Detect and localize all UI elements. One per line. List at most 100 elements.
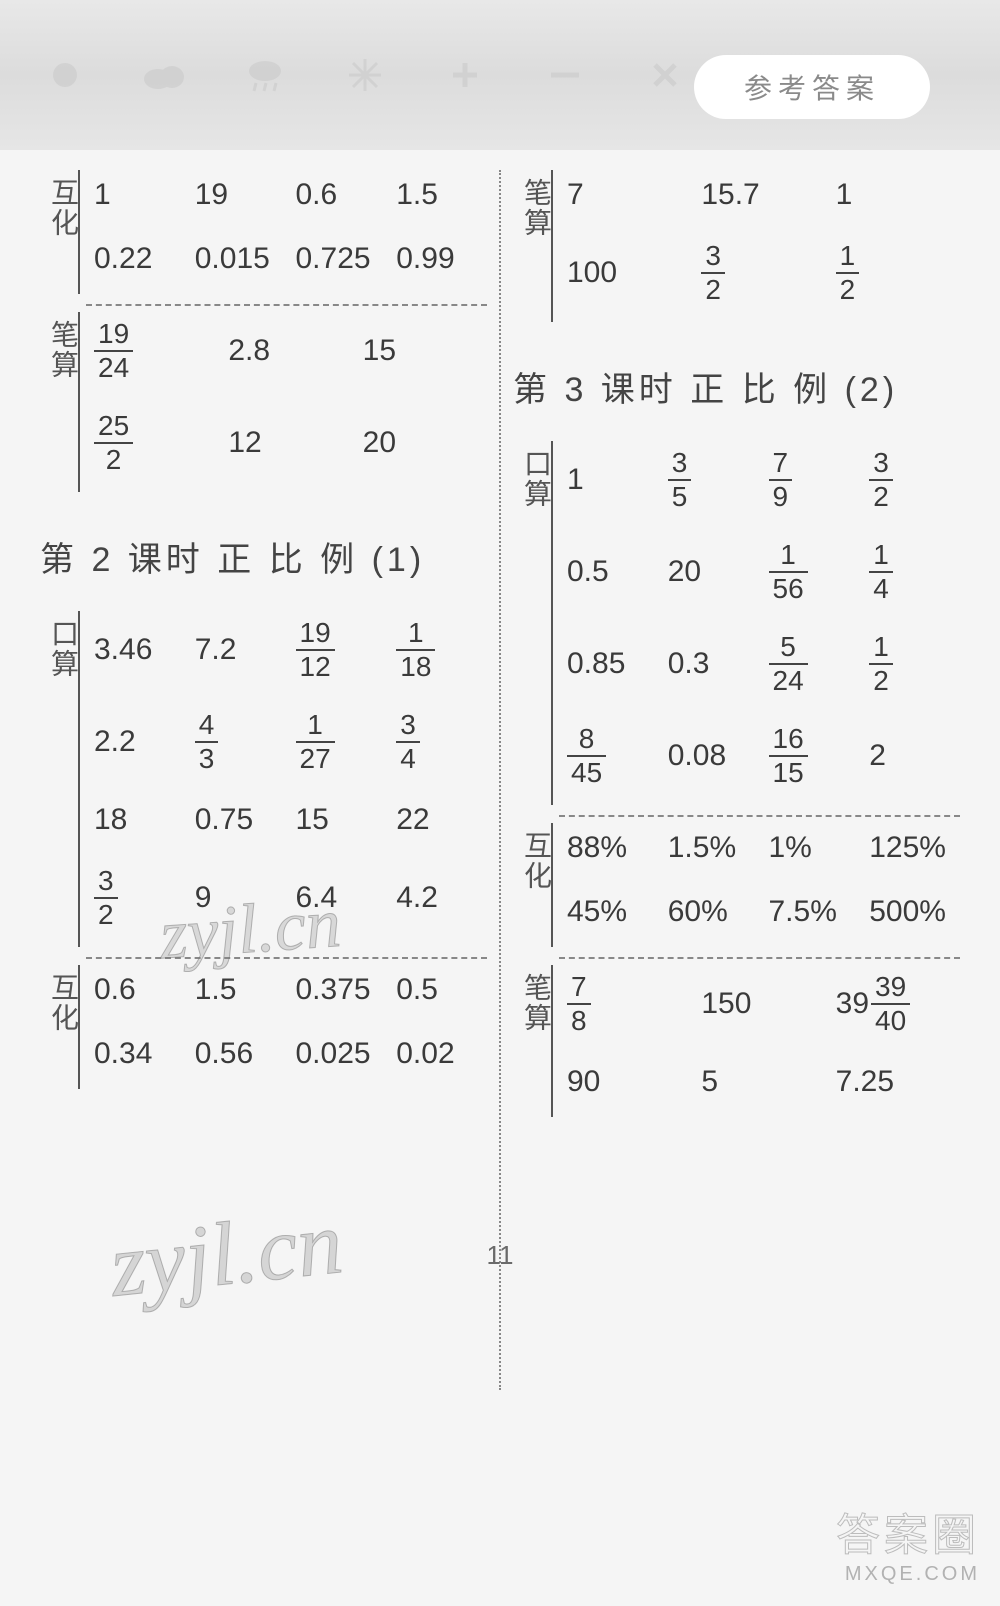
snowflake-icon [340, 55, 390, 95]
lesson2-kousuan-grid: 3.467.219121182.24312734180.7515223296.4… [88, 611, 487, 947]
lesson3-title: 第 3 课时 正 比 例 (2) [513, 362, 960, 411]
left-bisuan-cell: 12 [222, 426, 352, 460]
lesson3-kousuan: 口算13579320.520156140.850.3524128450.0816… [513, 441, 960, 805]
page-title: 参考答案 [744, 73, 880, 104]
lesson3-huhua-cell: 1.5% [662, 831, 759, 865]
left-huhua-grid: 1190.61.50.220.0150.7250.99 [88, 170, 487, 294]
lesson2-kousuan-cell: 118 [390, 619, 487, 681]
lesson3-kousuan-cell: 524 [763, 633, 860, 695]
lesson3-huhua: 互化88%1.5%1%125%45%60%7.5%500% [513, 823, 960, 947]
lesson2-kousuan-cell: 43 [189, 711, 286, 773]
lesson3-kousuan-cell: 0.5 [561, 555, 658, 589]
lesson3-bisuan: 笔算781503939409057.25 [513, 965, 960, 1117]
times-icon [640, 55, 690, 95]
page-header: 参考答案 [0, 0, 1000, 150]
lesson3-kousuan-cell: 1 [561, 463, 658, 497]
lesson3-kousuan-cell: 14 [863, 541, 960, 603]
lesson2-kousuan-cell: 6.4 [290, 881, 387, 915]
right-bisuan-label: 笔算 [513, 170, 551, 322]
left-huhua-cell: 0.015 [189, 242, 286, 276]
lesson3-huhua-cell: 7.5% [763, 895, 860, 929]
lesson3-kousuan-cell: 12 [863, 633, 960, 695]
left-bisuan-label: 笔算 [40, 312, 78, 492]
cloud-icon [140, 55, 190, 95]
left-huhua-cell: 0.725 [290, 242, 387, 276]
section-divider [559, 815, 960, 817]
left-bisuan-rule [78, 312, 80, 492]
left-bisuan-cell: 252 [88, 412, 218, 474]
lesson2-huhua-rule [78, 965, 80, 1089]
left-huhua-cell: 1.5 [390, 178, 487, 212]
left-bisuan-cell: 15 [357, 334, 487, 368]
section-divider [559, 957, 960, 959]
lesson2-huhua-cell: 0.375 [290, 973, 387, 1007]
lesson3-bisuan-label: 笔算 [513, 965, 551, 1117]
lesson2-kousuan-cell: 7.2 [189, 633, 286, 667]
right-column: 笔算715.711003212第 3 课时 正 比 例 (2)口算1357932… [503, 170, 970, 1490]
lesson3-bisuan-rule [551, 965, 553, 1117]
page-number: 11 [487, 1240, 514, 1271]
lesson2-huhua-label: 互化 [40, 965, 78, 1089]
header-weather-icons [40, 55, 690, 95]
lesson3-kousuan-cell: 0.85 [561, 647, 658, 681]
section-divider [86, 304, 487, 306]
right-bisuan-cell: 15.7 [695, 178, 825, 212]
corner-watermark-big: 答案圈 [836, 1499, 980, 1563]
lesson2-kousuan-cell: 4.2 [390, 881, 487, 915]
lesson3-huhua-cell: 1% [763, 831, 860, 865]
right-bisuan-cell: 32 [695, 242, 825, 304]
lesson3-kousuan-cell: 845 [561, 725, 658, 787]
lesson3-huhua-cell: 45% [561, 895, 658, 929]
corner-watermark: 答案圈 MXQE.COM [836, 1499, 980, 1586]
lesson2-huhua-cell: 1.5 [189, 973, 286, 1007]
lesson3-huhua-cell: 500% [863, 895, 960, 929]
lesson2-kousuan-cell: 15 [290, 803, 387, 837]
lesson3-kousuan-cell: 2 [863, 739, 960, 773]
left-bisuan: 笔算19242.8152521220 [40, 312, 487, 492]
lesson3-bisuan-cell: 5 [695, 1065, 825, 1099]
lesson3-kousuan-cell: 35 [662, 449, 759, 511]
lesson2-title: 第 2 课时 正 比 例 (1) [40, 532, 487, 581]
corner-watermark-small: MXQE.COM [836, 1563, 980, 1586]
lesson3-huhua-cell: 125% [863, 831, 960, 865]
lesson3-bisuan-cell: 90 [561, 1065, 691, 1099]
lesson3-kousuan-grid: 13579320.520156140.850.3524128450.081615… [561, 441, 960, 805]
lesson3-bisuan-grid: 781503939409057.25 [561, 965, 960, 1117]
right-bisuan-cell: 12 [830, 242, 960, 304]
right-bisuan-cell: 7 [561, 178, 691, 212]
minus-icon [540, 55, 590, 95]
plus-icon [440, 55, 490, 95]
right-bisuan-cell: 100 [561, 256, 691, 290]
left-column: 互化1190.61.50.220.0150.7250.99笔算19242.815… [30, 170, 497, 1490]
lesson2-kousuan-cell: 22 [390, 803, 487, 837]
lesson3-bisuan-cell: 393940 [830, 973, 960, 1035]
lesson3-kousuan-cell: 32 [863, 449, 960, 511]
section-divider [86, 957, 487, 959]
left-huhua-rule [78, 170, 80, 294]
lesson2-kousuan: 口算3.467.219121182.24312734180.7515223296… [40, 611, 487, 947]
lesson3-kousuan-label: 口算 [513, 441, 551, 805]
main-content: 互化1190.61.50.220.0150.7250.99笔算19242.815… [0, 150, 1000, 1490]
right-bisuan-cell: 1 [830, 178, 960, 212]
left-huhua-cell: 0.22 [88, 242, 185, 276]
left-huhua: 互化1190.61.50.220.0150.7250.99 [40, 170, 487, 294]
lesson2-huhua-cell: 0.02 [390, 1037, 487, 1071]
lesson2-kousuan-cell: 2.2 [88, 725, 185, 759]
lesson2-kousuan-cell: 0.75 [189, 803, 286, 837]
lesson2-kousuan-label: 口算 [40, 611, 78, 947]
lesson3-kousuan-cell: 79 [763, 449, 860, 511]
left-bisuan-cell: 2.8 [222, 334, 352, 368]
lesson3-bisuan-cell: 7.25 [830, 1065, 960, 1099]
lesson2-kousuan-rule [78, 611, 80, 947]
lesson3-huhua-cell: 60% [662, 895, 759, 929]
lesson2-huhua-cell: 0.5 [390, 973, 487, 1007]
lesson3-kousuan-cell: 1615 [763, 725, 860, 787]
left-bisuan-cell: 1924 [88, 320, 218, 382]
left-huhua-cell: 0.99 [390, 242, 487, 276]
page-title-badge: 参考答案 [694, 55, 930, 119]
lesson2-kousuan-cell: 32 [88, 867, 185, 929]
lesson3-kousuan-cell: 0.3 [662, 647, 759, 681]
lesson2-huhua-cell: 0.34 [88, 1037, 185, 1071]
rain-icon [240, 55, 290, 95]
left-bisuan-grid: 19242.8152521220 [88, 312, 487, 492]
